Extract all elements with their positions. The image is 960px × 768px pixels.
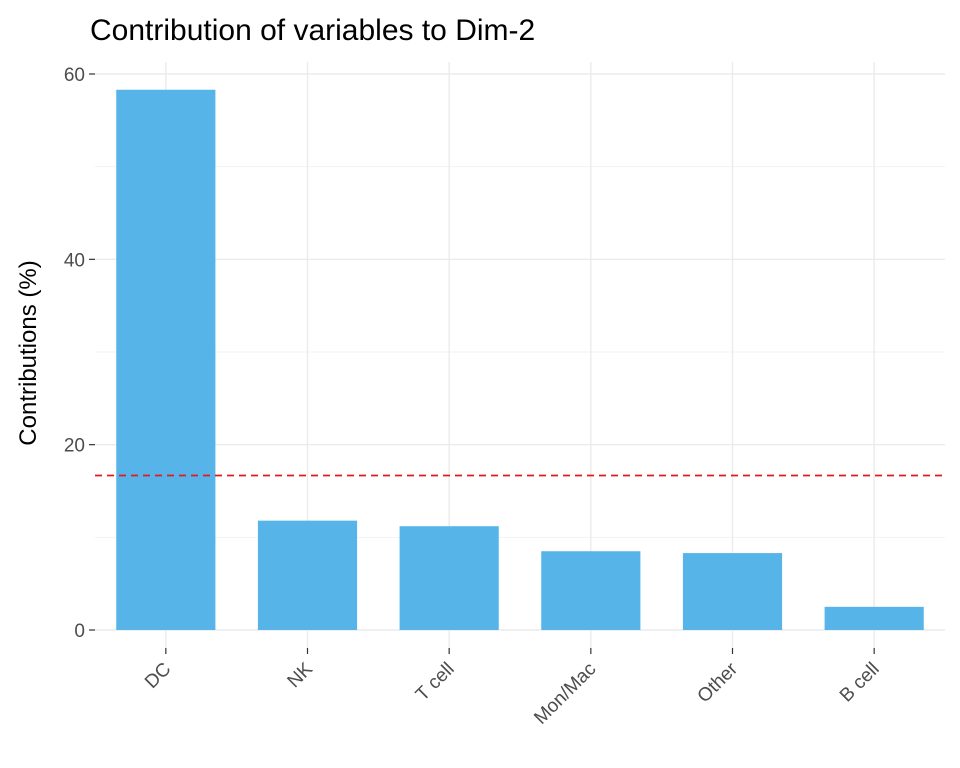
bar (682, 553, 783, 630)
x-tick-label: T cell (412, 659, 459, 706)
x-tick-label: B cell (836, 659, 884, 707)
x-tick-label: Other (694, 658, 743, 707)
x-tick-label: DC (141, 659, 175, 693)
bars (116, 89, 924, 630)
y-tick-label: 20 (64, 436, 85, 457)
bar (116, 89, 216, 630)
y-axis: 0 20 40 60 (64, 65, 95, 642)
bar (541, 551, 641, 630)
bar (824, 606, 924, 630)
y-axis-label: Contributions (%) (15, 260, 42, 445)
y-tick-label: 0 (74, 621, 85, 642)
y-tick-label: 40 (64, 250, 85, 271)
y-tick-label: 60 (64, 65, 85, 86)
bar (399, 526, 499, 630)
x-tick-label: NK (284, 658, 318, 692)
x-axis: DC NK T cell Mon/Mac Other B cell (141, 648, 884, 729)
grid (95, 62, 945, 648)
x-tick-label: Mon/Mac (530, 659, 600, 729)
chart-title: Contribution of variables to Dim-2 (90, 14, 535, 47)
bar (257, 520, 358, 630)
